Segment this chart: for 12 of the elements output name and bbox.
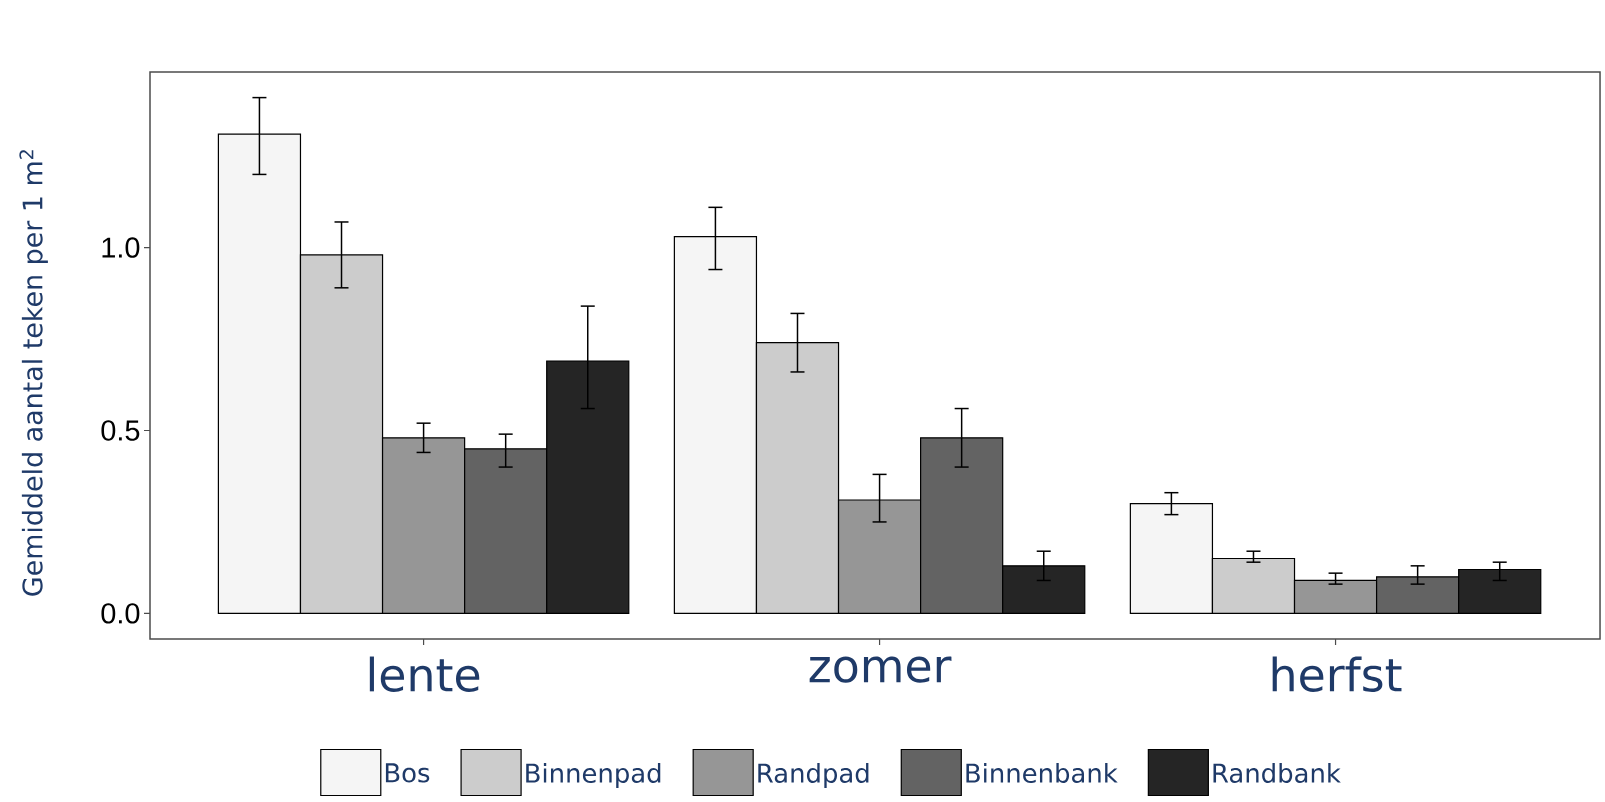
- y-tick-label: 1.0: [102, 237, 140, 258]
- y-axis-title: Gemiddeld aantal teken per 1 m$^{2}$: [19, 150, 48, 596]
- x-tick-label: lente: [369, 656, 480, 692]
- x-tick-label: zomer: [809, 656, 952, 683]
- legend-label: Randbank: [1213, 762, 1341, 783]
- legend-label: Binnenbank: [966, 762, 1118, 783]
- y-tick-label: 0.0: [101, 603, 140, 624]
- y-tick-label: 0.5: [101, 420, 140, 441]
- legend-label: Binnenpad: [526, 762, 661, 789]
- legend-label: Bos: [385, 763, 430, 783]
- legend-label: Randpad: [758, 762, 869, 789]
- x-tick-label: herfst: [1272, 656, 1402, 692]
